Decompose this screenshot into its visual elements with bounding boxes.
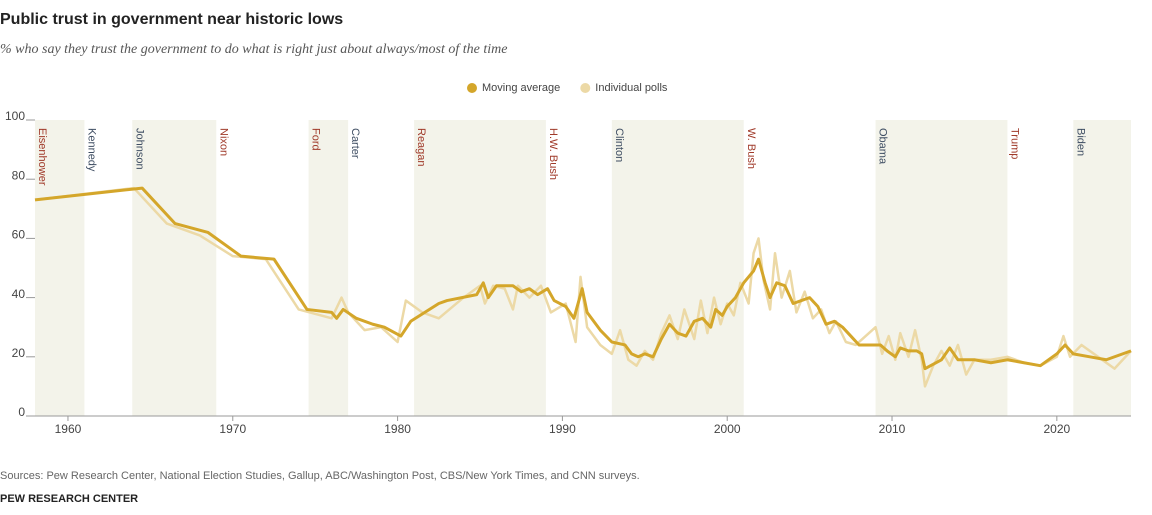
y-tick-label: 40: [12, 287, 26, 301]
legend-label: Moving average: [482, 82, 560, 94]
president-band: [875, 120, 1008, 416]
president-label: W. Bush: [745, 128, 757, 169]
president-band: [414, 120, 546, 416]
source-note: Sources: Pew Research Center, National E…: [0, 470, 640, 482]
president-label: Biden: [1074, 128, 1086, 156]
y-tick-label: 60: [12, 228, 26, 242]
x-tick-label: 2000: [714, 422, 741, 436]
legend-swatch: [580, 83, 591, 93]
legend-label: Individual polls: [595, 82, 668, 94]
president-label: Kennedy: [86, 128, 98, 172]
x-tick-label: 1960: [55, 422, 82, 436]
president-label: Reagan: [415, 128, 427, 167]
president-label: Nixon: [217, 128, 229, 156]
y-tick-label: 0: [18, 405, 25, 419]
president-band: [611, 120, 744, 416]
x-tick-label: 1970: [219, 422, 246, 436]
series-line: [34, 186, 1132, 371]
president-band: [1073, 120, 1131, 416]
x-tick-label: 1980: [384, 422, 411, 436]
chart-title: Public trust in government near historic…: [0, 11, 343, 28]
y-tick-label: 100: [5, 109, 25, 123]
chart-subtitle: % who say they trust the government to d…: [0, 42, 507, 57]
president-label: Carter: [349, 128, 361, 159]
president-label: Obama: [877, 128, 889, 165]
president-band: [35, 120, 85, 416]
y-tick-label: 80: [12, 168, 26, 182]
president-label: Eisenhower: [36, 128, 48, 186]
president-label: Ford: [310, 128, 322, 151]
president-label: Clinton: [613, 128, 625, 162]
president-label: Trump: [1008, 128, 1020, 159]
x-tick-label: 2010: [879, 422, 906, 436]
president-band: [308, 120, 349, 416]
x-tick-label: 2020: [1043, 422, 1070, 436]
x-tick-label: 1990: [549, 422, 576, 436]
y-tick-label: 20: [12, 346, 26, 360]
president-band: [132, 120, 217, 416]
legend-swatch: [467, 83, 477, 93]
president-label: H.W. Bush: [547, 128, 559, 180]
brand: PEW RESEARCH CENTER: [0, 493, 138, 505]
president-label: Johnson: [133, 128, 145, 170]
